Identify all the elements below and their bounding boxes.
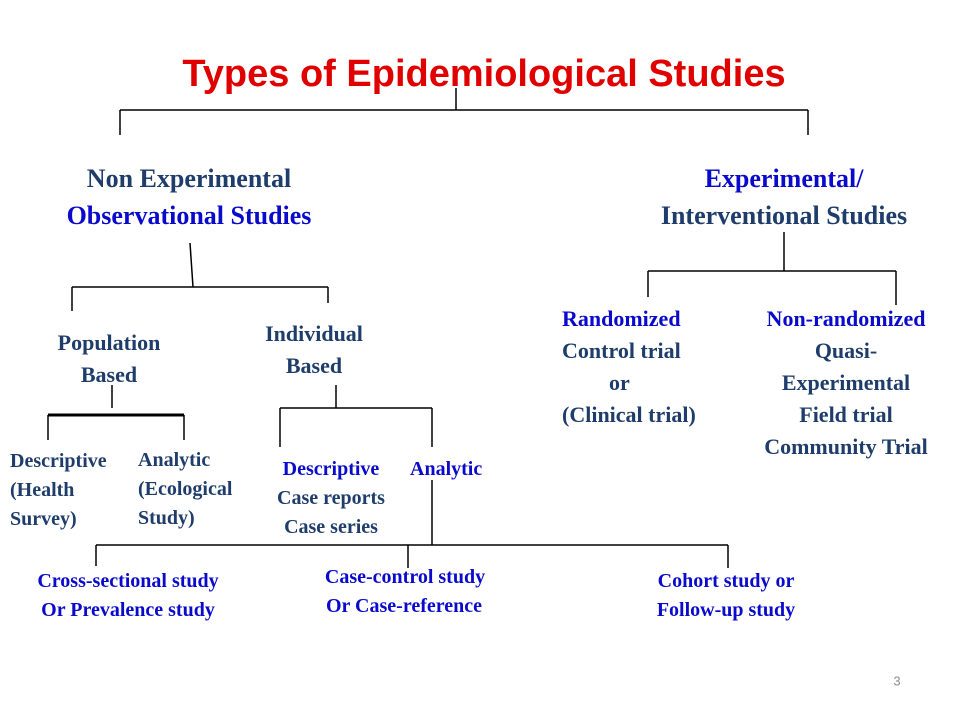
health-label: (Health — [10, 479, 75, 501]
individual-based-label: Based — [285, 353, 343, 378]
control-trial-label: Control trial — [562, 338, 681, 363]
title-bracket — [119, 88, 809, 135]
case-reports-label: Case reports — [277, 487, 385, 509]
observational-studies-label: Observational Studies — [66, 201, 312, 230]
pop-analytic-label: Analytic — [138, 449, 211, 471]
individual-label: Individual — [265, 321, 363, 346]
survey-label: Survey) — [10, 508, 77, 530]
cross-sectional-label: Cross-sectional study — [37, 570, 219, 592]
non-randomized-label: Non-randomized — [766, 306, 926, 331]
field-trial-label: Field trial — [799, 402, 893, 427]
ind-descriptive-label: Descriptive — [282, 458, 380, 480]
cohort-label: Cohort study or — [657, 570, 795, 592]
case-reference-label: Or Case-reference — [325, 595, 483, 617]
population-label: Population — [57, 330, 161, 355]
follow-up-label: Follow-up study — [656, 599, 796, 621]
analytic-bracket — [95, 480, 729, 568]
or-label: or — [609, 370, 630, 395]
non-experimental-label: Non Experimental — [86, 164, 292, 193]
population-based-label: Based — [80, 362, 138, 387]
clinical-trial-label: (Clinical trial) — [562, 402, 696, 427]
quasi-label: Quasi- — [814, 338, 878, 363]
observational-bracket — [71, 242, 329, 311]
case-control-label: Case-control study — [324, 566, 486, 588]
study-label: Study) — [138, 507, 195, 529]
randomized-label: Randomized — [562, 306, 681, 331]
experimental-sub-label: Experimental — [781, 370, 911, 395]
individual-bracket — [279, 385, 433, 447]
ind-analytic-label: Analytic — [410, 458, 483, 480]
community-trial-label: Community Trial — [764, 434, 928, 459]
experimental-bracket — [647, 232, 897, 305]
pop-descriptive-label: Descriptive — [10, 450, 107, 472]
prevalence-label: Or Prevalence study — [41, 599, 215, 621]
interventional-studies-label: Interventional Studies — [660, 201, 908, 230]
experimental-label: Experimental/ — [704, 164, 864, 193]
case-series-label: Case series — [284, 516, 378, 538]
page-number: 3 — [893, 673, 901, 689]
ecological-label: (Ecological — [138, 478, 233, 500]
page-title: Types of Epidemiological Studies — [182, 53, 786, 95]
population-bracket — [47, 385, 185, 440]
